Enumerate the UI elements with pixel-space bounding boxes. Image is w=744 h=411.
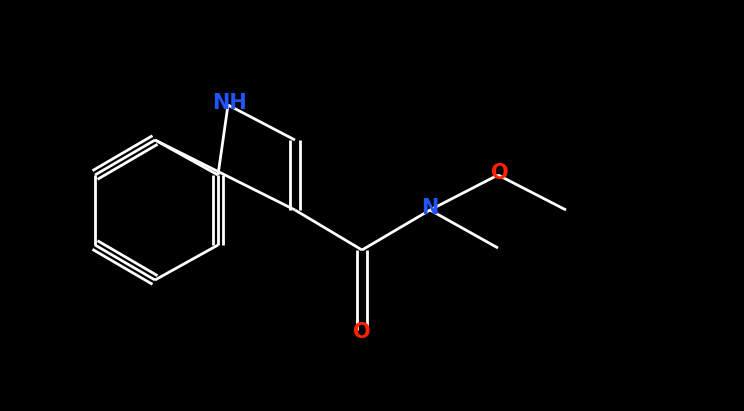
Text: O: O <box>353 322 371 342</box>
Text: NH: NH <box>213 93 247 113</box>
Text: N: N <box>421 198 439 218</box>
Text: O: O <box>491 163 509 183</box>
